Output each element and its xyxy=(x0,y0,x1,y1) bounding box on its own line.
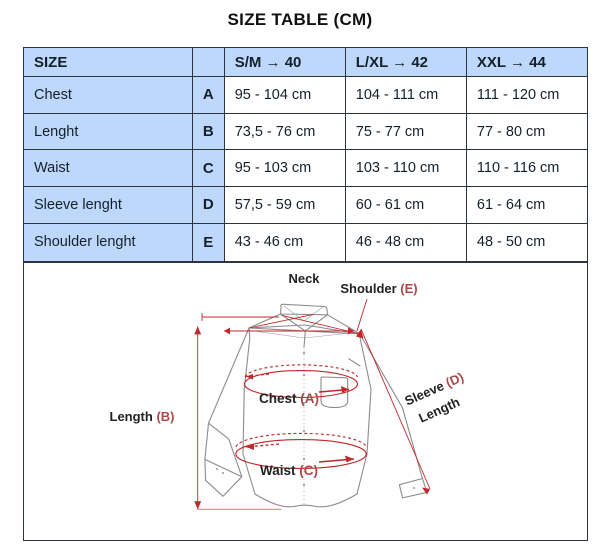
svg-text:Length (B): Length (B) xyxy=(110,409,175,424)
svg-text:Shoulder (E): Shoulder (E) xyxy=(340,281,417,296)
svg-text:Waist (C): Waist (C) xyxy=(260,463,318,478)
svg-text:Chest (A): Chest (A) xyxy=(259,391,319,406)
svg-text:Neck: Neck xyxy=(288,271,320,286)
